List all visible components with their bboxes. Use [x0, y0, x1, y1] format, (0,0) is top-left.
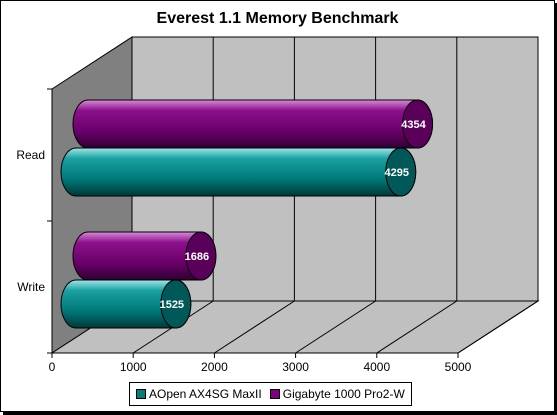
bar-read-gigabyte — [72, 99, 434, 149]
legend-item-aopen: AOpen AX4SG MaxII — [136, 387, 262, 401]
bar-cap-write-aopen — [160, 279, 192, 329]
legend-swatch-gigabyte — [269, 389, 280, 399]
data-label-write-aopen: 1525 — [160, 299, 184, 311]
y-category-label: Read — [16, 148, 45, 162]
bar-write-aopen — [60, 279, 192, 329]
x-tick-label: 2000 — [201, 360, 228, 374]
data-label-write-gigabyte: 1686 — [185, 251, 209, 263]
chart-legend: AOpen AX4SG MaxII Gigabyte 1000 Pro2-W — [129, 382, 412, 406]
x-tick-label: 0 — [49, 360, 56, 374]
x-tick-label: 4000 — [363, 360, 390, 374]
y-category-label: Write — [17, 280, 45, 294]
bar-cap-read-gigabyte — [402, 99, 434, 149]
gridline-floor-2000 — [214, 300, 295, 354]
bar-body-read-gigabyte — [72, 99, 433, 149]
gridline-floor-3000 — [295, 300, 376, 354]
data-label-read-aopen: 4295 — [385, 167, 409, 179]
legend-label-gigabyte: Gigabyte 1000 Pro2-W — [282, 387, 405, 401]
data-label-read-gigabyte: 4354 — [401, 119, 426, 131]
chart-title: Everest 1.1 Memory Benchmark — [156, 10, 399, 27]
bar-cap-read-aopen — [385, 147, 417, 197]
x-tick-label: 5000 — [445, 360, 472, 374]
x-tick-label: 3000 — [282, 360, 309, 374]
bar-body-read-aopen — [60, 147, 417, 197]
gridline-floor-4000 — [376, 300, 458, 354]
bar-cap-write-gigabyte — [185, 231, 217, 281]
legend-swatch-aopen — [136, 389, 146, 399]
legend-item-gigabyte: Gigabyte 1000 Pro2-W — [269, 387, 405, 401]
x-tick-label: 1000 — [120, 360, 147, 374]
legend-label-aopen: AOpen AX4SG MaxII — [149, 387, 262, 401]
bar-read-aopen — [60, 147, 417, 197]
gridline-floor-5000 — [457, 300, 539, 354]
bar-write-gigabyte — [72, 231, 217, 281]
